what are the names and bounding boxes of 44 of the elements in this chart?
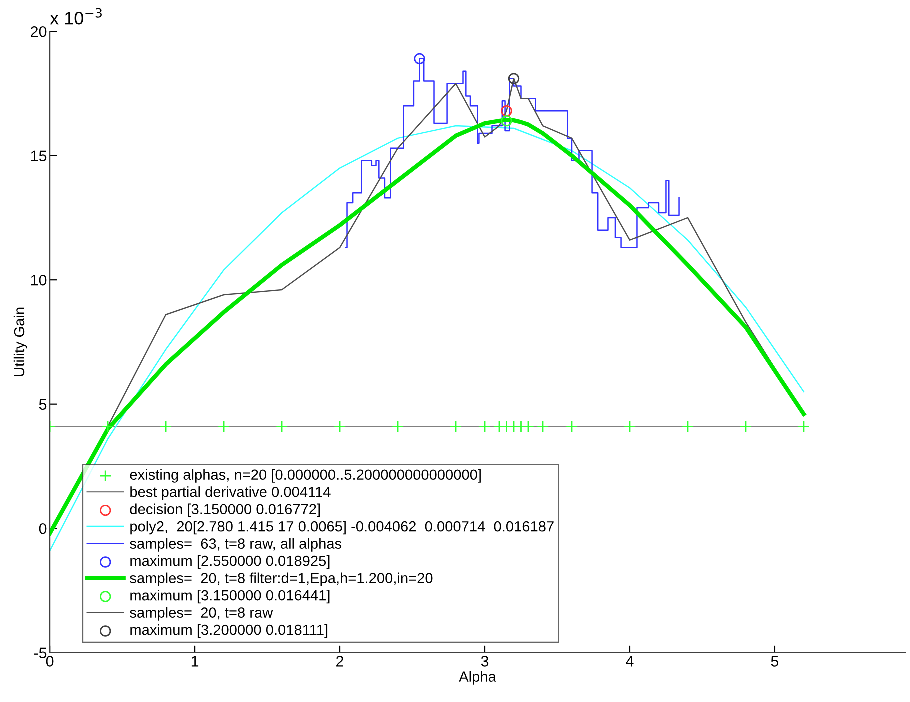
legend-label: best partial derivative 0.004114 (130, 486, 331, 500)
y-axis-title: Utility Gain (14, 308, 28, 376)
point (102, 420, 114, 433)
point (501, 115, 512, 127)
y-tick-label: 10 (31, 274, 47, 286)
x-tick-label: 4 (626, 656, 634, 667)
point (218, 420, 230, 433)
x-tick-label: 1 (192, 656, 199, 667)
point (414, 53, 426, 65)
point (501, 106, 512, 117)
x-tick-label: 0 (46, 656, 54, 667)
y-tick-label: 0 (39, 523, 47, 534)
point (798, 420, 810, 433)
legend-label: samples= 63, t=8 raw, all alphas (130, 538, 342, 552)
x-axis-title: Alpha (459, 671, 496, 685)
point (160, 420, 172, 433)
y-tick-label: 15 (31, 150, 47, 162)
point (450, 420, 462, 433)
legend-label: poly2, 20[2.780 1.415 17 0.0065] -0.004062 0.000714 0.016187 (130, 521, 554, 535)
legend-label: samples= 20, t=8 raw (130, 607, 274, 621)
x-tick-label: 2 (336, 656, 344, 667)
legend-label: maximum [3.150000 0.016441] (130, 590, 330, 604)
point (478, 420, 492, 433)
point (508, 73, 520, 84)
point (334, 420, 346, 433)
point (682, 420, 694, 433)
legend-label: decision [3.150000 0.016772] (130, 504, 320, 518)
point (522, 420, 535, 433)
point (392, 420, 404, 433)
legend-label: samples= 20, t=8 filter:d=1,Epa,h=1.200,in=20 (130, 572, 433, 586)
point (740, 420, 752, 433)
point (276, 420, 288, 433)
x-tick-label: 5 (771, 656, 779, 667)
legend-label: maximum [3.200000 0.018111] (130, 624, 328, 638)
x-tick-label: 3 (481, 656, 489, 667)
text: x 10$^{−3}$ (50, 8, 102, 25)
point (624, 420, 636, 433)
y-tick-label: 20 (31, 26, 47, 38)
point (536, 420, 550, 433)
y-tick-label: 5 (39, 399, 47, 410)
y-tick-label: -5 (34, 648, 47, 659)
legend-label: existing alphas, n=20 [0.000000..5.200000000000000] (130, 469, 481, 483)
point (566, 420, 578, 433)
legend-label: maximum [2.550000 0.018925] (130, 556, 330, 570)
